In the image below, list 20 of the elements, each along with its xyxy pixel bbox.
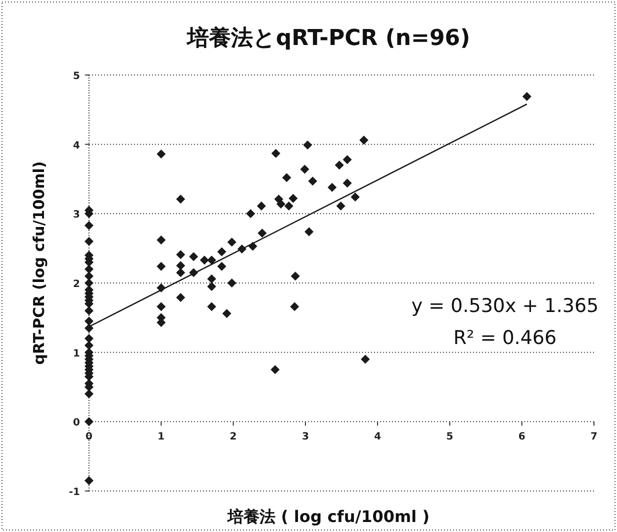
x-tick-label: 1 — [158, 432, 165, 443]
y-tick-label: 2 — [73, 279, 80, 290]
x-tick-label: 5 — [446, 432, 454, 443]
x-tick-label: 6 — [518, 432, 526, 443]
x-tick-label: 2 — [230, 432, 237, 443]
y-tick-label: 4 — [73, 140, 80, 152]
x-axis-title: 培養法 ( log cfu/100ml ) — [226, 507, 430, 526]
y-tick-label: 1 — [73, 348, 80, 360]
y-tick-label: -1 — [68, 487, 80, 498]
y-tick-label: 5 — [73, 71, 80, 82]
y-axis-title: qRT-PCR (log cfu/100ml) — [30, 161, 48, 365]
chart-title: 培養法とqRT-PCR (n=96) — [186, 25, 470, 51]
y-tick-label: 3 — [73, 210, 80, 221]
annotation: R² = 0.466 — [453, 327, 557, 349]
annotation: y = 0.530x + 1.365 — [411, 295, 599, 317]
x-tick-label: 3 — [302, 432, 309, 443]
x-tick-label: 0 — [86, 432, 93, 443]
x-tick-label: 7 — [590, 432, 598, 443]
y-tick-label: 0 — [73, 418, 80, 429]
x-tick-label: 4 — [374, 432, 382, 443]
